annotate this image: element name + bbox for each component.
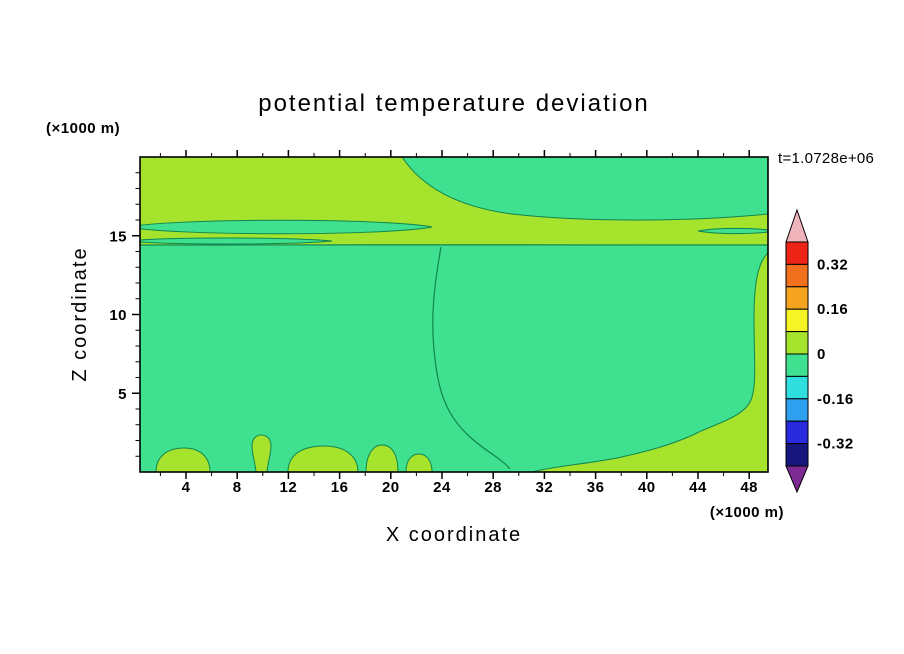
x-tick-label: 12 — [280, 479, 298, 496]
x-axis-unit-label: (×1000 m) — [710, 504, 784, 521]
colorbar-tick-label: 0.32 — [817, 256, 848, 273]
colorbar-arrow-bottom-icon — [785, 465, 809, 494]
x-tick-label: 36 — [587, 479, 605, 496]
colorbar-segment — [785, 420, 809, 445]
y-tick-label: 10 — [109, 307, 127, 324]
region-stripe-lens-right — [697, 227, 768, 235]
region-right-edge-positive-region — [531, 252, 768, 472]
region-stripe-lens-left-1 — [140, 219, 433, 235]
x-tick-label: 32 — [536, 479, 554, 496]
colorbar-arrow-top-icon — [785, 208, 809, 243]
chart-title: potential temperature deviation — [258, 90, 650, 117]
time-annotation: t=1.0728e+06 — [778, 150, 874, 167]
region-ground-bump-3 — [287, 445, 359, 472]
y-tick-label: 5 — [118, 386, 127, 403]
colorbar-tick-label: 0.16 — [817, 301, 848, 318]
x-tick-label: 28 — [484, 479, 502, 496]
y-tick-label: 15 — [109, 228, 127, 245]
x-axis-title: X coordinate — [386, 524, 522, 546]
x-tick-label: 48 — [740, 479, 758, 496]
x-tick-label: 16 — [331, 479, 349, 496]
colorbar-tick-label: -0.32 — [817, 436, 854, 453]
colorbar-tick-label: 0 — [817, 346, 826, 363]
x-tick-label: 24 — [433, 479, 451, 496]
region-ground-bump-2 — [251, 434, 272, 472]
contour-line-stripe-bottom-contour — [140, 244, 768, 246]
x-tick-label: 4 — [182, 479, 191, 496]
colorbar-segment — [785, 286, 809, 310]
x-tick-label: 20 — [382, 479, 400, 496]
colorbar-tick-label: -0.16 — [817, 391, 854, 408]
region-ground-bump-4 — [365, 444, 399, 472]
colorbar-segment — [785, 353, 809, 377]
colorbar-segment — [785, 443, 809, 467]
region-stripe-lens-left-2 — [140, 237, 333, 245]
x-tick-label: 8 — [233, 479, 242, 496]
colorbar-segment — [785, 263, 809, 288]
colorbar-segment — [785, 398, 809, 422]
x-tick-label: 40 — [638, 479, 656, 496]
colorbar-segment — [785, 331, 809, 355]
colorbar-segment — [785, 308, 809, 333]
region-ground-bump-5 — [405, 453, 433, 472]
colorbar-segment — [785, 375, 809, 400]
contour-line-zero-contour-right — [432, 246, 511, 470]
region-upper-right-negative-blob — [401, 157, 768, 221]
y-axis-unit-label: (×1000 m) — [46, 120, 120, 137]
y-axis-title: Z coordinate — [69, 246, 91, 381]
x-tick-label: 44 — [689, 479, 707, 496]
contour-field — [140, 157, 768, 472]
region-ground-bump-1 — [155, 447, 211, 472]
colorbar-segment — [785, 241, 809, 265]
